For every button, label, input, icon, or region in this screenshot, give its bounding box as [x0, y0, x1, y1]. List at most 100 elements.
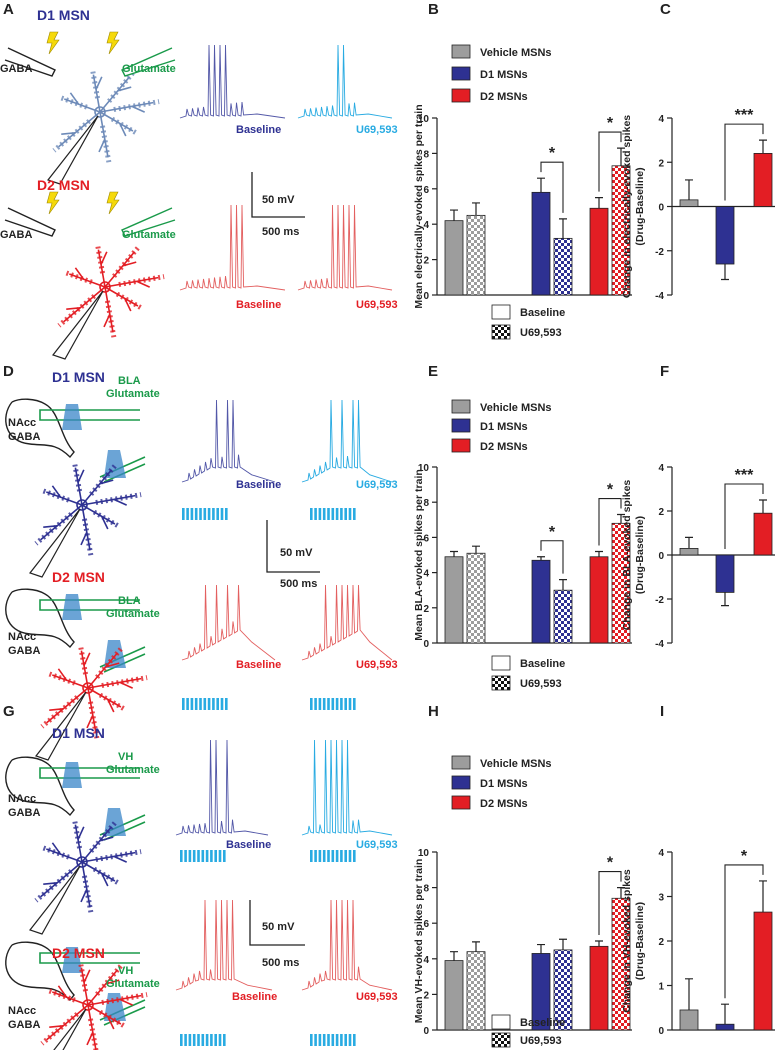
light-pulse: [203, 698, 207, 710]
legend-label: D1 MSNs: [480, 421, 528, 433]
light-pulse: [344, 698, 347, 710]
y-tick-label: 1: [658, 982, 664, 993]
y-axis-label: Change in electrically-evoked spikes: [621, 115, 633, 298]
glutamate-fiber: [39, 952, 140, 964]
light-pulse: [310, 850, 313, 862]
light-pulse: [340, 1034, 343, 1046]
light-pulse: [344, 850, 347, 862]
branch: [122, 261, 137, 267]
y-axis-label: Mean VH-evoked spikes per train: [413, 859, 425, 1024]
bar: [679, 1009, 699, 1031]
light-pulse: [203, 508, 207, 520]
light-pulse: [335, 850, 339, 862]
error-bar: [617, 147, 625, 166]
error-bar: [721, 264, 729, 281]
light-cone: [62, 947, 82, 973]
diagram-label: Glutamate: [122, 229, 176, 241]
light-pulse: [344, 1034, 347, 1046]
bar: [466, 951, 486, 1031]
light-pulse: [216, 508, 219, 520]
light-pulse: [188, 850, 192, 862]
light-pulse: [340, 508, 343, 520]
scale-bar: [266, 520, 320, 573]
branch: [117, 86, 132, 92]
significance-label: *: [607, 482, 614, 499]
light-pulse: [190, 508, 194, 520]
bar: [466, 552, 486, 644]
spines: [77, 644, 89, 675]
voltage-trace: [301, 899, 393, 991]
light-pulse: [180, 850, 183, 862]
error-bar: [617, 887, 625, 899]
branch: [51, 485, 62, 498]
legend-swatch: [451, 88, 471, 103]
bar: [589, 556, 609, 644]
y-tick-label: 2: [423, 604, 429, 615]
neuron: [40, 961, 148, 1050]
voltage-trace: [181, 399, 276, 483]
light-pulse: [192, 1034, 196, 1046]
significance-bracket: [724, 864, 764, 999]
light-pulse: [212, 508, 215, 520]
error-bar: [559, 218, 567, 239]
light-pulse: [199, 508, 202, 520]
spines: [98, 1009, 128, 1030]
error-bar: [685, 536, 693, 549]
legend-swatch: [491, 655, 511, 671]
spines: [99, 125, 112, 164]
diagram-label: 50 mV: [262, 194, 295, 206]
branch: [98, 138, 106, 153]
panel-letter: A: [3, 1, 14, 18]
y-tick-label: 4: [658, 848, 664, 859]
light-pulse: [335, 1034, 339, 1046]
significance-bracket: [724, 483, 764, 549]
light-pulse: [348, 1034, 352, 1046]
bar-chart: -4 -2 0 2 4 Change in electrically-evoked spi…: [621, 107, 775, 302]
branch: [113, 855, 127, 863]
legend-label: Vehicle MSNs: [480, 402, 552, 414]
significance-label: *: [741, 848, 748, 865]
dendrite: [87, 652, 119, 689]
branch: [83, 969, 91, 983]
legend-swatch: [491, 675, 511, 691]
significance-label: *: [607, 855, 614, 872]
diagram-label: GABA: [0, 63, 32, 75]
light-cone: [62, 762, 82, 788]
y-tick-label: 6: [423, 919, 429, 930]
diagram-label: U69,593: [356, 659, 398, 671]
voltage-trace: [181, 584, 276, 661]
panel-letter: E: [428, 363, 438, 380]
light-pulse: [310, 508, 313, 520]
branch: [101, 516, 109, 530]
diagram-label: D2 MSN: [52, 945, 105, 961]
error-bar: [595, 197, 603, 209]
branch: [119, 681, 133, 689]
light-pulse: [184, 850, 187, 862]
light-pulse: [322, 850, 326, 862]
panel-letter: B: [428, 1, 439, 18]
light-pulse: [225, 508, 228, 520]
diagram-label: D2 MSN: [37, 177, 90, 193]
glutamate-pipette: [121, 207, 176, 237]
y-tick-label: 2: [658, 937, 664, 948]
light-pulse: [331, 698, 335, 710]
light-pulse: [348, 850, 352, 862]
light-pulse: [348, 698, 352, 710]
light-pulse: [216, 698, 219, 710]
y-tick-label: 0: [423, 1026, 429, 1037]
voltage-trace: [297, 44, 393, 119]
light-pulse: [205, 850, 209, 862]
y-tick-label: 2: [423, 256, 429, 267]
recording-pipette: [29, 508, 81, 578]
branch: [51, 842, 62, 855]
dendrite: [81, 861, 91, 908]
light-pulse: [218, 1034, 222, 1046]
dendrite: [99, 76, 131, 113]
neuron: [57, 243, 165, 339]
significance-label: *: [607, 115, 614, 132]
spines: [81, 518, 94, 557]
light-pulse: [314, 1034, 317, 1046]
legend-label: Baseline: [520, 658, 565, 670]
